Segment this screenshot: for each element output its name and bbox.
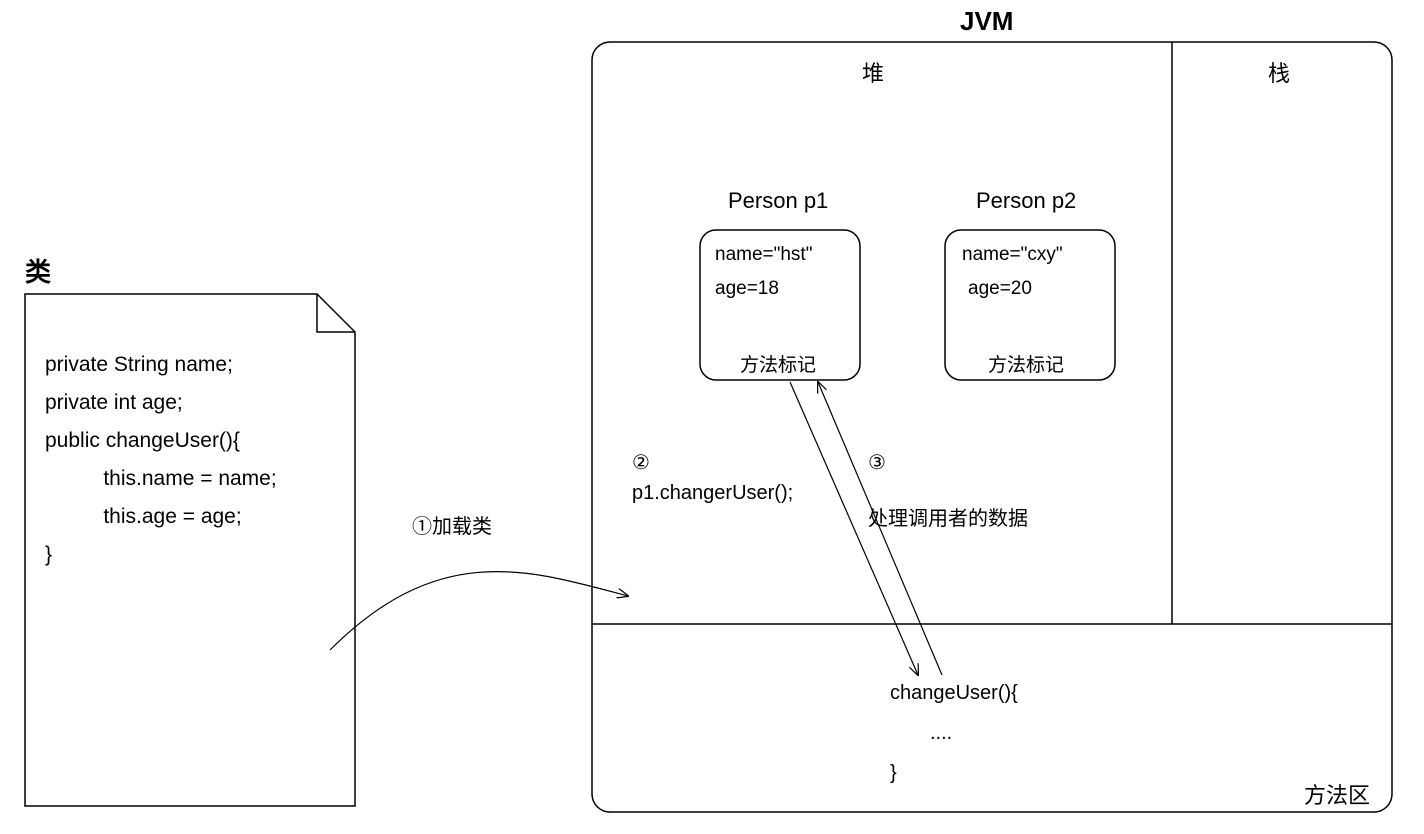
annot-step3-text: 处理调用者的数据: [868, 502, 1028, 531]
person-p1-line3: 方法标记: [740, 350, 816, 377]
annot-step2-num: ②: [632, 450, 650, 475]
annot-step2-code: p1.changerUser();: [632, 482, 793, 505]
class-code: private String name; private int age; pu…: [45, 346, 277, 574]
class-code-line: }: [45, 536, 277, 574]
class-code-line: this.age = age;: [45, 498, 277, 536]
person-p2-line1: name="cxy": [962, 244, 1063, 266]
person-p1-line2: age=18: [715, 278, 779, 300]
person-p2-line2: age=20: [968, 278, 1032, 300]
method-code-line1: changeUser(){: [890, 682, 1018, 705]
person-p1-label: Person p1: [728, 188, 828, 214]
class-code-line: this.name = name;: [45, 460, 277, 498]
person-p2-label: Person p2: [976, 188, 1076, 214]
class-title: 类: [25, 252, 51, 289]
class-code-line: private int age;: [45, 384, 277, 422]
method-code-line3: }: [890, 762, 897, 785]
annot-step3-num: ③: [868, 450, 886, 475]
method-area-label: 方法区: [1304, 778, 1370, 810]
stack-label: 栈: [1268, 56, 1290, 88]
heap-label: 堆: [862, 56, 884, 88]
class-code-line: private String name;: [45, 346, 277, 384]
method-code-line2: ....: [930, 722, 952, 745]
class-code-line: public changeUser(){: [45, 422, 277, 460]
annot-load-class: ①加载类: [412, 510, 492, 539]
person-p2-line3: 方法标记: [988, 350, 1064, 377]
jvm-title: JVM: [960, 6, 1013, 37]
arrow-load-class: [330, 572, 628, 650]
person-p1-line1: name="hst": [715, 244, 812, 266]
